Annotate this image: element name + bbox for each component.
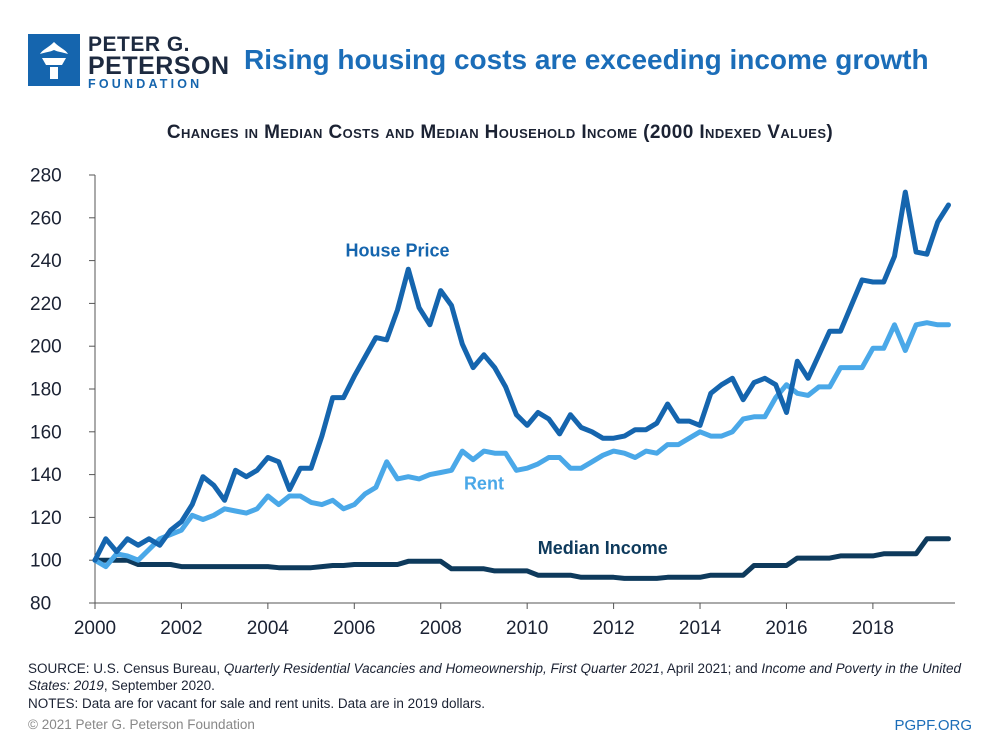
x-tick-label: 2000 bbox=[74, 618, 116, 639]
x-tick-label: 2010 bbox=[506, 618, 548, 639]
source-title-1: Quarterly Residential Vacancies and Home… bbox=[223, 661, 661, 676]
y-tick-label: 180 bbox=[30, 380, 62, 401]
y-tick-label: 140 bbox=[30, 465, 62, 486]
series-line-rent bbox=[92, 320, 951, 570]
x-tick-label: 2016 bbox=[765, 618, 807, 639]
headline: Rising housing costs are exceeding incom… bbox=[244, 44, 929, 75]
source-suffix: , September 2020. bbox=[103, 678, 215, 693]
source-note: SOURCE: U.S. Census Bureau, Quarterly Re… bbox=[28, 660, 978, 694]
series-label-income: Median Income bbox=[538, 538, 668, 558]
y-tick-label: 100 bbox=[30, 551, 62, 572]
brand-line-1: PETER G. bbox=[88, 33, 191, 56]
y-tick-label: 120 bbox=[30, 508, 62, 529]
y-tick-label: 80 bbox=[30, 594, 51, 615]
chart-title: Changes in Median Costs and Median House… bbox=[166, 122, 834, 143]
torch-icon bbox=[28, 34, 80, 86]
notes: NOTES: Data are for vacant for sale and … bbox=[28, 696, 485, 711]
y-tick-label: 200 bbox=[30, 337, 62, 358]
series-label-house: House Price bbox=[345, 240, 449, 260]
series-line-house bbox=[92, 189, 951, 563]
x-tick-label: 2004 bbox=[247, 618, 290, 639]
website-link[interactable]: PGPF.ORG bbox=[894, 717, 972, 734]
brand-line-2: PETERSON bbox=[88, 52, 230, 80]
x-tick-label: 2014 bbox=[679, 618, 722, 639]
x-tick-label: 2006 bbox=[333, 618, 375, 639]
y-tick-label: 160 bbox=[30, 422, 62, 443]
x-tick-label: 2018 bbox=[852, 618, 894, 639]
y-tick-label: 240 bbox=[30, 251, 62, 272]
x-tick-label: 2002 bbox=[160, 618, 202, 639]
brand-logo: PETER G. PETERSON FOUNDATION bbox=[28, 33, 229, 91]
series-line-income bbox=[92, 536, 951, 581]
source-title-2: Income and Poverty in the United States:… bbox=[28, 661, 961, 693]
y-tick-label: 280 bbox=[30, 166, 62, 187]
x-tick-label: 2012 bbox=[592, 618, 634, 639]
x-tick-label: 2008 bbox=[420, 618, 462, 639]
series-label-rent: Rent bbox=[464, 474, 504, 494]
copyright: © 2021 Peter G. Peterson Foundation bbox=[28, 717, 255, 732]
y-tick-label: 260 bbox=[30, 208, 62, 229]
source-mid: , April 2021; and bbox=[660, 661, 762, 676]
y-tick-label: 220 bbox=[30, 294, 62, 315]
source-prefix: SOURCE: U.S. Census Bureau, bbox=[28, 661, 224, 676]
brand-line-3: FOUNDATION bbox=[88, 77, 203, 91]
